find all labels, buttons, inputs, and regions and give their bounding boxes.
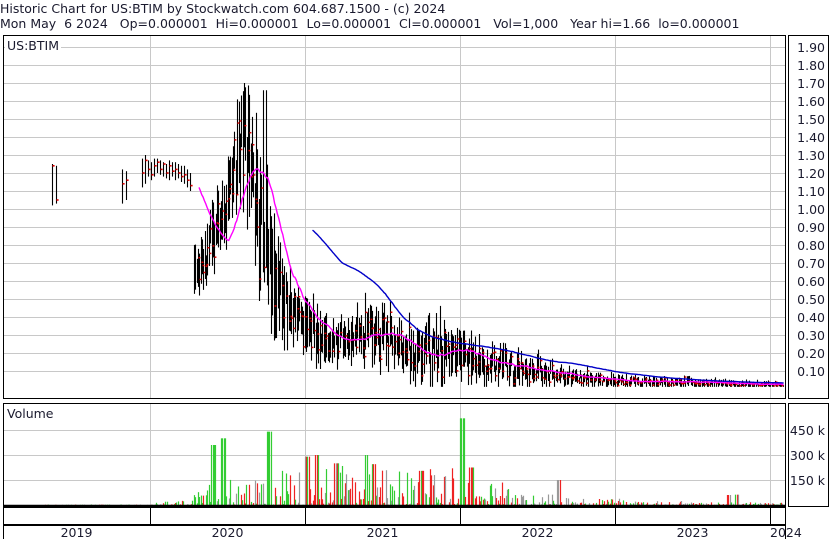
price-tick-label: 1.10 <box>797 184 825 199</box>
close-ticks <box>52 120 784 387</box>
ticker-label: US:BTIM <box>5 38 61 53</box>
volume-axis: 450 k 300 k 150 k <box>788 403 829 507</box>
ohlc-bars <box>51 83 785 387</box>
volume-label: Volume <box>5 406 56 421</box>
price-tick-label: 1.40 <box>797 130 825 145</box>
price-tick-label: 1.60 <box>797 94 825 109</box>
price-tick-label: 1.90 <box>797 40 825 55</box>
xaxis-tick-label: 2024 <box>770 525 802 540</box>
price-tick-label: 1.20 <box>797 166 825 181</box>
price-tick-label: 0.80 <box>797 238 825 253</box>
xaxis-mid-rule <box>3 524 786 526</box>
price-panel[interactable] <box>3 35 786 399</box>
price-tick-label: 0.90 <box>797 220 825 235</box>
price-tick-label: 0.70 <box>797 256 825 271</box>
price-plot <box>4 36 785 398</box>
price-tick-label: 0.30 <box>797 328 825 343</box>
xaxis-tick-label: 2020 <box>211 525 244 540</box>
volume-tick-label: 300 k <box>789 448 825 463</box>
chart-quote-line: Mon May 6 2024 Op=0.000001 Hi=0.000001 L… <box>0 16 740 31</box>
xaxis-separator <box>460 507 461 525</box>
price-tick-label: 0.10 <box>797 364 825 379</box>
volume-tick-label: 450 k <box>789 423 825 438</box>
price-tick-label: 0.40 <box>797 310 825 325</box>
price-tick-label: 1.50 <box>797 112 825 127</box>
volume-plot <box>4 404 785 506</box>
price-tick-label: 0.50 <box>797 292 825 307</box>
price-tick-label: 0.20 <box>797 346 825 361</box>
xaxis-separator <box>615 507 616 525</box>
ma-fast-line <box>198 168 784 386</box>
price-tick-label: 1.80 <box>797 58 825 73</box>
price-tick-label: 1.30 <box>797 148 825 163</box>
price-tick-label: 1.70 <box>797 76 825 91</box>
price-tick-label: 0.60 <box>797 274 825 289</box>
xaxis-tick-label: 2022 <box>521 525 554 540</box>
volume-bars <box>44 418 784 505</box>
xaxis-separator <box>150 507 151 525</box>
chart-title: Historic Chart for US:BTIM by Stockwatch… <box>0 1 446 16</box>
xaxis-tick-label: 2021 <box>366 525 399 540</box>
volume-tick-label: 150 k <box>789 473 825 488</box>
xaxis-top-rule <box>3 507 786 508</box>
xaxis-tick-label: 2023 <box>676 525 709 540</box>
price-tick-label: 1.00 <box>797 202 825 217</box>
price-axis: 1.90 1.80 1.70 1.60 1.50 1.40 1.30 1.20 1.10 1.00… <box>788 35 829 399</box>
ma-slow-line <box>312 229 784 384</box>
xaxis-separator <box>770 507 771 525</box>
xaxis-separator <box>305 507 306 525</box>
volume-panel[interactable] <box>3 403 786 507</box>
xaxis-tick-label: 2019 <box>60 525 93 540</box>
xaxis-band <box>3 507 786 539</box>
